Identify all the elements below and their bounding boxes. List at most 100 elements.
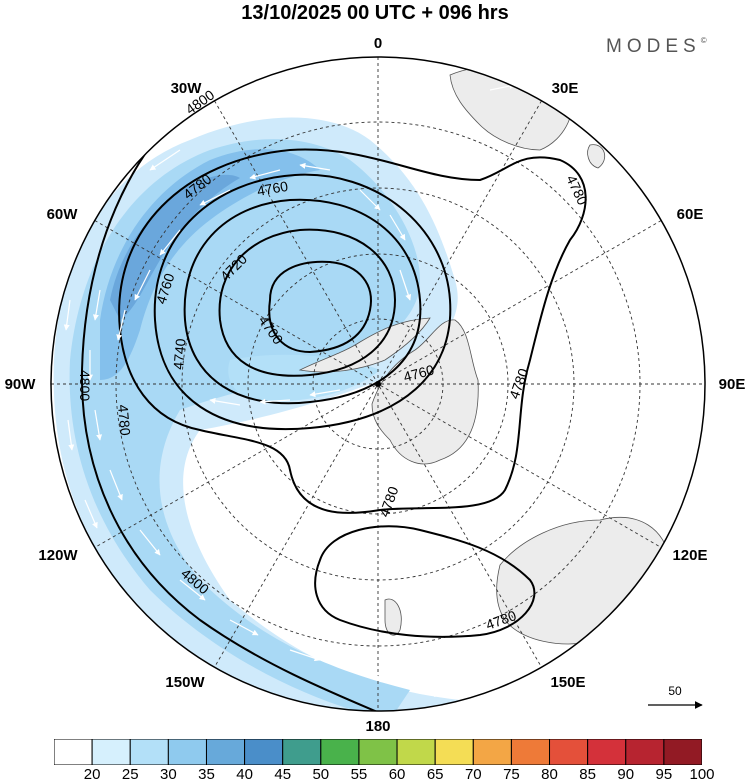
wind-vector — [209, 397, 241, 406]
longitude-label-90e: 90E — [719, 376, 746, 393]
jet-core — [100, 149, 320, 380]
meridian-30w-150e — [214, 100, 542, 668]
map-boundary — [50, 56, 706, 712]
colorbar-tick-label: 75 — [503, 766, 520, 783]
colorbar-tick-label: 90 — [617, 766, 635, 783]
wind-vector — [109, 469, 123, 501]
colorbar-swatch — [625, 739, 665, 765]
contour-label: 4740 — [170, 338, 189, 371]
longitude-label-0: 0 — [374, 35, 382, 52]
colorbar-tick-label: 95 — [655, 766, 673, 783]
longitude-label-150w: 150W — [165, 674, 205, 691]
brand-name: MODES — [606, 36, 701, 57]
wind-vector — [399, 269, 412, 301]
wind-vector — [139, 529, 161, 556]
wind-vector — [94, 409, 103, 441]
colorbar-swatch — [358, 739, 398, 765]
colorbar-swatch — [167, 739, 207, 765]
contour-4700 — [268, 260, 372, 354]
colorbar-tick-label: 20 — [83, 766, 101, 783]
colorbar-tick-label: 30 — [160, 766, 177, 783]
colorbar-tick-label: 35 — [198, 766, 215, 783]
longitude-label-30w: 30W — [171, 80, 203, 97]
colorbar-tick-label: 65 — [426, 766, 444, 783]
wind-speed-colorbar — [54, 739, 702, 765]
colorbar-tick-label: 55 — [350, 766, 368, 783]
longitude-label-120w: 120W — [38, 547, 78, 564]
colorbar-swatch — [282, 739, 322, 765]
wind-vector — [349, 669, 381, 680]
colorbar-tick-label: 40 — [236, 766, 253, 783]
colorbar-swatch — [434, 739, 474, 765]
wind-vector — [92, 289, 101, 321]
wind-vector — [309, 389, 341, 398]
colorbar-swatch — [91, 739, 131, 765]
colorbar-swatch — [510, 739, 551, 765]
wind-vector — [299, 162, 331, 171]
wind-vector — [389, 214, 406, 241]
contour-4780-south — [314, 525, 536, 638]
contour-4760 — [153, 173, 452, 430]
colorbar-tick-label: 60 — [388, 766, 406, 783]
colorbar-swatch — [587, 739, 627, 765]
colorbar-swatch — [396, 739, 436, 765]
map-title: 13/10/2025 00 UTC + 096 hrs — [241, 2, 509, 24]
colorbar-tick-label: 100 — [689, 766, 715, 783]
wind-vector — [159, 229, 181, 256]
height-contours — [80, 95, 587, 711]
contour-4780-inner — [118, 148, 587, 514]
new-zealand — [384, 598, 402, 636]
colorbar-swatch — [244, 739, 284, 765]
reference-vector-label: 50 — [668, 684, 682, 698]
brand-copyright-mark: © — [700, 36, 707, 45]
colorbar-tick-label: 85 — [579, 766, 596, 783]
longitude-label-90w: 90W — [5, 376, 37, 393]
meridian-30e-150w — [214, 100, 542, 668]
colorbar-tick-label: 50 — [312, 766, 330, 783]
longitude-label-60e: 60E — [677, 206, 704, 223]
longitude-label-150e: 150E — [550, 674, 585, 691]
contour-4720 — [218, 228, 397, 377]
wind-vectors — [63, 83, 516, 698]
contour-label: 4760 — [256, 178, 290, 199]
polar-stereographic-map: 4800 4780 4760 4720 4760 4740 4700 4800 … — [5, 35, 746, 735]
meridian-60e-120w — [94, 220, 662, 548]
antarctic-peninsula — [298, 317, 431, 373]
colorbar-swatch — [549, 739, 589, 765]
longitude-label-group: 0 30E 60E 90E 120E 150E 180 150W 120W 90… — [5, 35, 746, 735]
wind-vector — [149, 149, 181, 171]
contour-label: 4780 — [115, 404, 134, 437]
colorbar-tick-labels: 20 25 30 35 40 45 50 55 60 65 70 75 80 85 90 95 100 — [0, 766, 750, 783]
contour-label: 4760 — [402, 361, 436, 385]
wind-vector — [134, 269, 151, 301]
wind-vector — [84, 499, 98, 529]
wind-vector — [179, 579, 206, 601]
colorbar-tick-label: 45 — [274, 766, 292, 783]
antarctica — [371, 319, 479, 465]
wind-vector — [249, 169, 281, 180]
longitude-label-180: 180 — [365, 718, 390, 735]
south-pole-marker — [375, 381, 381, 387]
wind-vector — [229, 619, 259, 636]
wind-vector — [116, 309, 126, 341]
colorbar-swatch — [129, 739, 169, 765]
colorbar-swatch — [54, 739, 93, 765]
indian-ocean-island — [587, 144, 606, 169]
colorbar-tick-label: 80 — [541, 766, 558, 783]
colorbar-swatch — [320, 739, 360, 765]
colorbar-tick-label: 25 — [121, 766, 139, 783]
colorbar-swatch — [472, 739, 512, 765]
contour-4800 — [80, 95, 421, 711]
longitude-label-120e: 120E — [672, 547, 707, 564]
colorbar-swatch — [663, 739, 702, 765]
wind-vector — [259, 398, 291, 405]
modes-logo: MODES© — [606, 36, 707, 58]
wind-vector — [199, 189, 231, 206]
longitude-label-60w: 60W — [47, 206, 79, 223]
longitude-label-30e: 30E — [552, 80, 579, 97]
reference-vector-arrow — [648, 701, 703, 709]
contour-label: 4800 — [77, 370, 93, 401]
wind-vector — [63, 299, 71, 331]
map-disk — [51, 57, 705, 711]
wind-vector — [359, 189, 381, 211]
